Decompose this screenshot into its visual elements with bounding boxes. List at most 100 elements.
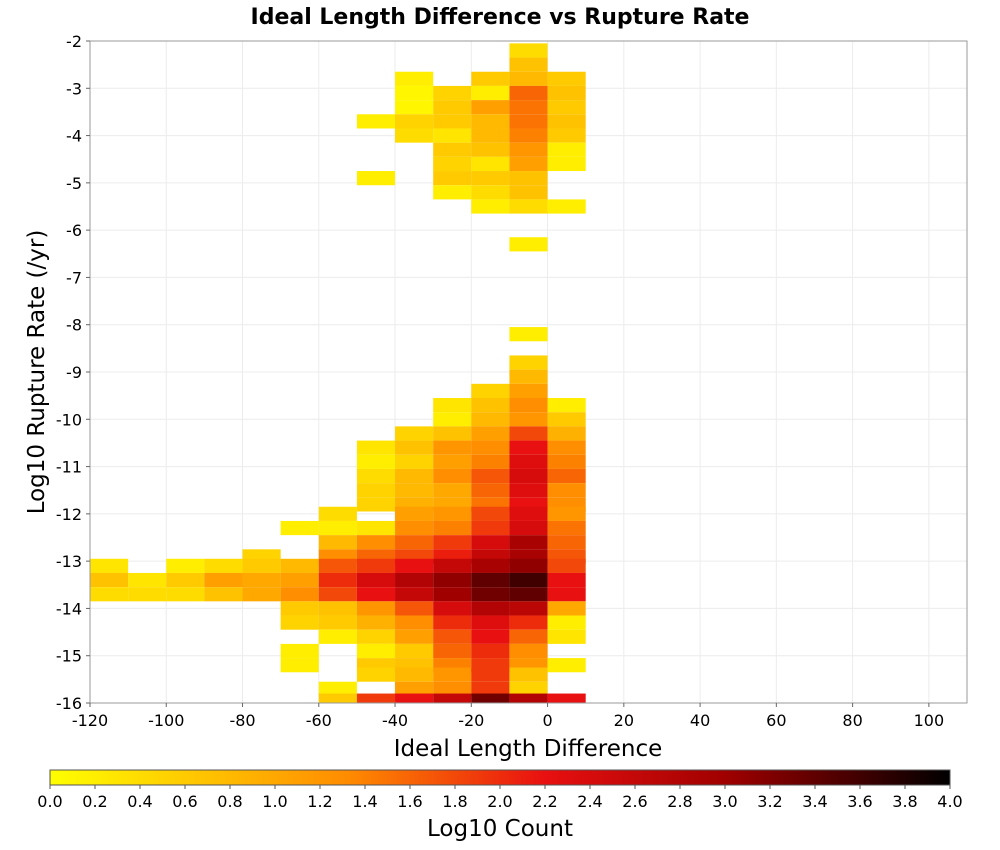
heatmap-cell: [471, 114, 510, 129]
heatmap-cell: [356, 667, 396, 682]
colorbar-tick-label: 2.8: [667, 792, 692, 811]
heatmap-cell: [471, 535, 510, 550]
heatmap-cell: [433, 681, 472, 696]
heatmap-cell: [395, 601, 434, 616]
heatmap-cell: [509, 520, 548, 536]
heatmap-cell: [471, 681, 510, 696]
heatmap-cell: [509, 615, 548, 630]
heatmap-cell: [433, 520, 472, 536]
heatmap-cell: [356, 587, 396, 602]
y-tick-label: -12: [56, 505, 82, 524]
heatmap-cell: [547, 114, 586, 129]
heatmap-cell: [356, 454, 396, 469]
heatmap-cell: [356, 572, 396, 588]
heatmap-cell: [204, 587, 243, 602]
heatmap-cell: [471, 142, 510, 157]
heatmap-cell: [509, 100, 548, 115]
heatmap-cell: [471, 185, 510, 200]
heatmap-cell: [433, 629, 472, 644]
heatmap-cell: [547, 468, 586, 484]
x-tick-label: 80: [842, 711, 862, 730]
heatmap-cell: [547, 572, 586, 588]
heatmap-cell: [395, 535, 434, 550]
heatmap-cell: [280, 520, 319, 536]
heatmap-cell: [395, 615, 434, 630]
heatmap-cell: [433, 128, 472, 143]
heatmap-cell: [471, 85, 510, 101]
heatmap-cell: [166, 587, 205, 602]
heatmap-cell: [509, 681, 548, 696]
heatmap-cell: [547, 454, 586, 469]
heatmap-cell: [509, 468, 548, 484]
heatmap-cell: [356, 558, 396, 573]
heatmap-cell: [547, 601, 586, 616]
heatmap-cell: [547, 558, 586, 573]
heatmap-cell: [90, 587, 129, 602]
heatmap-cell: [509, 43, 548, 58]
y-tick-label: -15: [56, 647, 82, 666]
heatmap-cell: [471, 667, 510, 682]
heatmap-cell: [471, 572, 510, 588]
y-tick-label: -11: [56, 458, 82, 477]
heatmap-cell: [547, 71, 586, 86]
heatmap-cell: [547, 156, 586, 172]
heatmap-cell: [433, 615, 472, 630]
colorbar-tick-label: 3.2: [757, 792, 782, 811]
heatmap-cell: [471, 643, 510, 659]
heatmap-cell: [509, 643, 548, 659]
colorbar-tick-label: 2.2: [532, 792, 557, 811]
x-tick-label: -120: [72, 711, 108, 730]
heatmap-cell: [471, 71, 510, 86]
heatmap-cell: [433, 398, 472, 413]
heatmap-cell: [395, 520, 434, 536]
heatmap-cell: [547, 520, 586, 536]
heatmap-cell: [509, 327, 548, 342]
heatmap-cells: [90, 43, 586, 703]
heatmap-cell: [395, 85, 434, 101]
heatmap-cell: [471, 383, 510, 399]
heatmap-cell: [509, 237, 548, 252]
heatmap-cell: [547, 426, 586, 441]
heatmap-cell: [471, 615, 510, 630]
heatmap-cell: [433, 85, 472, 101]
heatmap-cell: [509, 199, 548, 214]
heatmap-cell: [433, 667, 472, 682]
y-tick-label: -3: [66, 79, 82, 98]
heatmap-cell: [471, 171, 510, 186]
heatmap-cell: [509, 426, 548, 441]
heatmap-cell: [509, 535, 548, 550]
heatmap-cell: [280, 558, 319, 573]
colorbar-tick-label: 3.0: [712, 792, 737, 811]
heatmap-cell: [318, 558, 357, 573]
heatmap-cell: [509, 171, 548, 186]
heatmap-cell: [509, 587, 548, 602]
heatmap-cell: [471, 128, 510, 143]
heatmap-cell: [471, 199, 510, 214]
colorbar-tick-label: 0.0: [37, 792, 62, 811]
heatmap-cell: [471, 483, 510, 498]
heatmap-cell: [395, 440, 434, 455]
heatmap-cell: [509, 558, 548, 573]
x-tick-label: -100: [148, 711, 184, 730]
heatmap-cell: [433, 693, 472, 703]
heatmap-cell: [471, 440, 510, 455]
heatmap-cell: [356, 497, 396, 512]
heatmap-cell: [547, 658, 586, 673]
heatmap-cell: [318, 693, 357, 703]
heatmap-cell: [509, 454, 548, 469]
heatmap-cell: [280, 658, 319, 673]
heatmap-cell: [433, 587, 472, 602]
heatmap-cell: [433, 100, 472, 115]
x-tick-label: -80: [229, 711, 255, 730]
colorbar-tick-label: 0.2: [82, 792, 107, 811]
heatmap-cell: [280, 643, 319, 659]
heatmap-cell: [433, 440, 472, 455]
y-tick-label: -4: [66, 127, 82, 146]
heatmap-cell: [318, 506, 357, 521]
heatmap-cell: [433, 426, 472, 441]
heatmap-cell: [547, 199, 586, 214]
heatmap-cell: [547, 100, 586, 115]
heatmap-cell: [356, 601, 396, 616]
heatmap-cell: [547, 398, 586, 413]
heatmap-cell: [166, 558, 205, 573]
